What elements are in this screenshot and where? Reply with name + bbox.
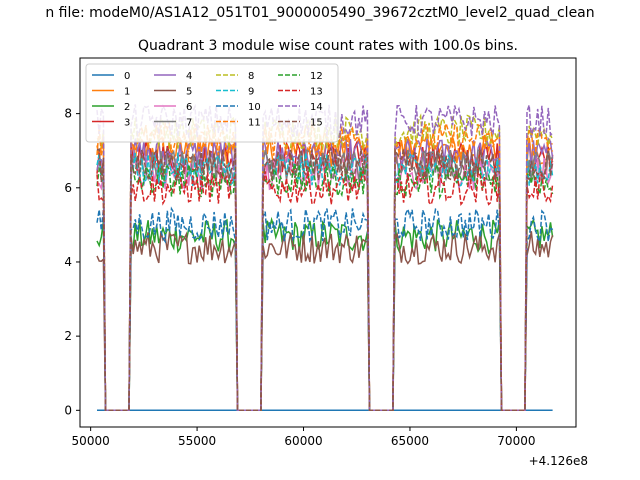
legend-label: 10 — [248, 102, 261, 113]
x-tick-label: 55000 — [178, 434, 216, 448]
chart-title: Quadrant 3 module wise count rates with … — [138, 38, 518, 54]
legend-label: 14 — [310, 102, 323, 113]
legend-label: 4 — [186, 71, 192, 82]
y-tick-label: 4 — [64, 255, 72, 269]
series-line-2 — [96, 216, 554, 412]
series-line-13 — [96, 168, 554, 412]
x-tick-label: 65000 — [391, 434, 429, 448]
x-axis: 50000 55000 60000 65000 70000 — [72, 427, 535, 448]
legend-label: 12 — [310, 71, 323, 82]
legend-label: 13 — [310, 87, 323, 98]
legend-label: 6 — [186, 102, 192, 113]
legend-label: 1 — [124, 87, 130, 98]
series-line-12 — [96, 161, 554, 412]
legend-label: 15 — [310, 118, 323, 129]
legend-label: 7 — [186, 118, 192, 129]
y-axis: 0 2 4 6 8 — [64, 107, 80, 417]
series-line-10 — [96, 206, 554, 412]
x-tick-label: 70000 — [497, 434, 535, 448]
x-tick-label: 60000 — [284, 434, 322, 448]
legend-frame — [85, 63, 339, 143]
series-line-9 — [96, 151, 554, 412]
y-tick-label: 8 — [64, 107, 72, 121]
series-line-5 — [96, 230, 554, 412]
axes-frame — [79, 57, 577, 428]
y-tick-label: 6 — [64, 181, 72, 195]
x-tick-label: 50000 — [72, 434, 110, 448]
legend-label: 8 — [248, 71, 254, 82]
chart-suptitle: n file: modeM0/AS1A12_051T01_9000005490_… — [45, 5, 594, 21]
legend-label: 0 — [124, 71, 130, 82]
legend-label: 5 — [186, 87, 192, 98]
x-offset-label: +4.126e8 — [529, 454, 588, 468]
series-layer — [96, 103, 554, 412]
legend-label: 9 — [248, 87, 254, 98]
y-tick-label: 0 — [64, 403, 72, 417]
legend-label: 3 — [124, 118, 130, 129]
legend-label: 2 — [124, 102, 130, 113]
legend-label: 11 — [248, 118, 261, 129]
series-line-15 — [96, 147, 554, 412]
y-tick-label: 2 — [64, 329, 72, 343]
